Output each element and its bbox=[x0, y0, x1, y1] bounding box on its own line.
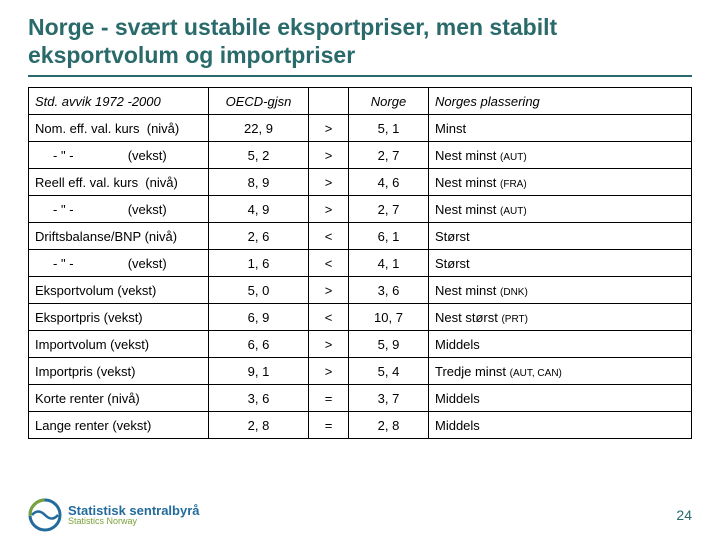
page-title: Norge - svært ustabile eksportpriser, me… bbox=[28, 14, 692, 77]
table-header-row: Std. avvik 1972 -2000 OECD-gjsn Norge No… bbox=[29, 88, 692, 115]
col-header-label: Std. avvik 1972 -2000 bbox=[29, 88, 209, 115]
cell-place: Nest minst (AUT) bbox=[429, 196, 692, 223]
table-row: - " - (vekst)5, 2>2, 7Nest minst (AUT) bbox=[29, 142, 692, 169]
cell-label: - " - (vekst) bbox=[29, 196, 209, 223]
col-header-place: Norges plassering bbox=[429, 88, 692, 115]
table-row: Importvolum (vekst)6, 6>5, 9Middels bbox=[29, 331, 692, 358]
cell-norge: 3, 6 bbox=[349, 277, 429, 304]
cell-norge: 5, 9 bbox=[349, 331, 429, 358]
cell-oecd: 9, 1 bbox=[209, 358, 309, 385]
table-row: Eksportpris (vekst)6, 9<10, 7Nest størst… bbox=[29, 304, 692, 331]
cell-compare: < bbox=[309, 304, 349, 331]
table-row: - " - (vekst)4, 9>2, 7Nest minst (AUT) bbox=[29, 196, 692, 223]
cell-label: Importvolum (vekst) bbox=[29, 331, 209, 358]
cell-place: Middels bbox=[429, 331, 692, 358]
col-header-norge: Norge bbox=[349, 88, 429, 115]
table-row: Eksportvolum (vekst)5, 0>3, 6Nest minst … bbox=[29, 277, 692, 304]
cell-norge: 2, 7 bbox=[349, 142, 429, 169]
cell-compare: > bbox=[309, 142, 349, 169]
cell-oecd: 6, 9 bbox=[209, 304, 309, 331]
logo: Statistisk sentralbyrå Statistics Norway bbox=[28, 498, 200, 532]
table-row: Nom. eff. val. kurs (nivå)22, 9>5, 1Mins… bbox=[29, 115, 692, 142]
cell-place: Nest minst (FRA) bbox=[429, 169, 692, 196]
cell-label: Korte renter (nivå) bbox=[29, 385, 209, 412]
cell-oecd: 22, 9 bbox=[209, 115, 309, 142]
cell-label: Reell eff. val. kurs (nivå) bbox=[29, 169, 209, 196]
cell-compare: = bbox=[309, 385, 349, 412]
cell-label: Nom. eff. val. kurs (nivå) bbox=[29, 115, 209, 142]
col-header-blank bbox=[309, 88, 349, 115]
cell-place: Tredje minst (AUT, CAN) bbox=[429, 358, 692, 385]
cell-oecd: 2, 8 bbox=[209, 412, 309, 439]
cell-place-note: (AUT, CAN) bbox=[510, 368, 562, 379]
cell-place: Størst bbox=[429, 250, 692, 277]
cell-norge: 2, 7 bbox=[349, 196, 429, 223]
cell-place: Nest minst (AUT) bbox=[429, 142, 692, 169]
cell-norge: 6, 1 bbox=[349, 223, 429, 250]
table-row: Lange renter (vekst)2, 8=2, 8Middels bbox=[29, 412, 692, 439]
cell-norge: 5, 4 bbox=[349, 358, 429, 385]
cell-place-note: (PRT) bbox=[501, 314, 527, 325]
data-table: Std. avvik 1972 -2000 OECD-gjsn Norge No… bbox=[28, 87, 692, 439]
cell-compare: > bbox=[309, 358, 349, 385]
cell-compare: = bbox=[309, 412, 349, 439]
cell-oecd: 5, 2 bbox=[209, 142, 309, 169]
cell-norge: 4, 1 bbox=[349, 250, 429, 277]
cell-label: Driftsbalanse/BNP (nivå) bbox=[29, 223, 209, 250]
cell-label: Eksportpris (vekst) bbox=[29, 304, 209, 331]
cell-oecd: 4, 9 bbox=[209, 196, 309, 223]
table-row: - " - (vekst)1, 6<4, 1Størst bbox=[29, 250, 692, 277]
cell-place-note: (DNK) bbox=[500, 287, 528, 298]
cell-place-note: (FRA) bbox=[500, 179, 527, 190]
cell-place: Middels bbox=[429, 412, 692, 439]
cell-norge: 10, 7 bbox=[349, 304, 429, 331]
cell-compare: < bbox=[309, 250, 349, 277]
cell-compare: < bbox=[309, 223, 349, 250]
cell-place: Nest størst (PRT) bbox=[429, 304, 692, 331]
cell-place: Størst bbox=[429, 223, 692, 250]
page-number: 24 bbox=[676, 507, 692, 523]
cell-label: Eksportvolum (vekst) bbox=[29, 277, 209, 304]
cell-place-note: (AUT) bbox=[500, 152, 527, 163]
cell-compare: > bbox=[309, 196, 349, 223]
cell-oecd: 1, 6 bbox=[209, 250, 309, 277]
cell-norge: 3, 7 bbox=[349, 385, 429, 412]
cell-label: Lange renter (vekst) bbox=[29, 412, 209, 439]
cell-compare: > bbox=[309, 115, 349, 142]
cell-oecd: 3, 6 bbox=[209, 385, 309, 412]
table-row: Driftsbalanse/BNP (nivå)2, 6<6, 1Størst bbox=[29, 223, 692, 250]
logo-sub: Statistics Norway bbox=[68, 517, 200, 526]
cell-norge: 5, 1 bbox=[349, 115, 429, 142]
logo-icon bbox=[28, 498, 62, 532]
cell-label: - " - (vekst) bbox=[29, 142, 209, 169]
cell-oecd: 6, 6 bbox=[209, 331, 309, 358]
col-header-oecd: OECD-gjsn bbox=[209, 88, 309, 115]
table-row: Importpris (vekst)9, 1>5, 4Tredje minst … bbox=[29, 358, 692, 385]
cell-oecd: 2, 6 bbox=[209, 223, 309, 250]
cell-label: - " - (vekst) bbox=[29, 250, 209, 277]
footer: Statistisk sentralbyrå Statistics Norway… bbox=[0, 498, 720, 532]
cell-oecd: 8, 9 bbox=[209, 169, 309, 196]
cell-compare: > bbox=[309, 331, 349, 358]
cell-compare: > bbox=[309, 277, 349, 304]
cell-label: Importpris (vekst) bbox=[29, 358, 209, 385]
cell-place: Nest minst (DNK) bbox=[429, 277, 692, 304]
cell-oecd: 5, 0 bbox=[209, 277, 309, 304]
table-row: Reell eff. val. kurs (nivå)8, 9>4, 6Nest… bbox=[29, 169, 692, 196]
cell-compare: > bbox=[309, 169, 349, 196]
cell-norge: 2, 8 bbox=[349, 412, 429, 439]
cell-place-note: (AUT) bbox=[500, 206, 527, 217]
table-row: Korte renter (nivå)3, 6=3, 7Middels bbox=[29, 385, 692, 412]
cell-place: Middels bbox=[429, 385, 692, 412]
logo-text: Statistisk sentralbyrå Statistics Norway bbox=[68, 504, 200, 526]
cell-norge: 4, 6 bbox=[349, 169, 429, 196]
cell-place: Minst bbox=[429, 115, 692, 142]
